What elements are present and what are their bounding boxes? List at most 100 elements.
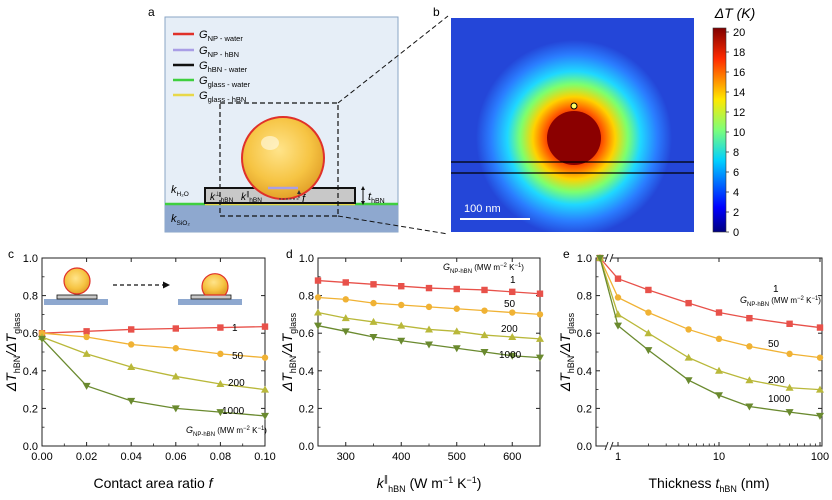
panel-c: c 0.0 0.2 0.4 0.6 0.8 1.0 0.00 0.02 0.04 0.06 0.08… (3, 247, 276, 491)
data-point (508, 332, 517, 340)
y-tick-label: 0.6 (577, 328, 592, 340)
series-line-1000 (41, 338, 266, 417)
inset-schematic (44, 267, 242, 305)
series-label-200: 200 (768, 375, 785, 386)
data-point (786, 350, 793, 358)
thickness-arrow-bottom (361, 201, 365, 205)
x-tick-label: 10 (713, 451, 725, 463)
data-point (261, 385, 269, 393)
data-point (216, 379, 225, 387)
chart-c: 0.0 0.2 0.4 0.6 0.8 1.0 0.00 0.02 0.04 0.06 0.08 0.… (3, 253, 276, 491)
data-point (715, 366, 723, 374)
colorbar-tick-label: 18 (733, 47, 745, 59)
y-tick-label: 0.0 (23, 441, 38, 453)
legend-text-glass-hbn: Gglass - hBN (199, 90, 246, 104)
data-point (645, 309, 652, 316)
x-tick-label: 0.02 (76, 451, 97, 463)
legend-text-glass-water: Gglass - water (199, 75, 251, 89)
k-par-label: k∥hBN (241, 190, 262, 204)
legend-title: GNP-hBN (MW m−2 K−1) (186, 425, 267, 438)
data-point (425, 303, 433, 311)
data-point (816, 385, 824, 393)
data-point (217, 350, 224, 358)
data-point (746, 314, 753, 322)
x-axis-label: k∥hBN (W m−1 K−1) (377, 474, 482, 494)
legend-title: GNP-hBN (MW m−2 K−1) (740, 295, 821, 308)
probe-point (570, 102, 578, 110)
data-point (369, 317, 378, 325)
x-axis-label: Thickness thBN (nm) (649, 475, 770, 494)
data-point (684, 353, 693, 361)
data-point (342, 296, 349, 303)
y-tick-label: 0.2 (577, 403, 592, 415)
series-line-1 (599, 257, 821, 329)
zoom-box (219, 102, 339, 217)
colorbar (712, 27, 727, 233)
thickness-arrow-top (361, 186, 365, 190)
colorbar-tick-label: 0 (733, 227, 739, 239)
colorbar-tick-label: 4 (733, 187, 739, 199)
x-axis-label: Contact area ratio f (93, 475, 214, 491)
data-point (745, 403, 754, 411)
data-point (536, 354, 544, 362)
data-point (127, 397, 136, 405)
data-point (172, 325, 179, 332)
data-point (216, 409, 225, 417)
series-line-200 (599, 257, 821, 391)
data-point (314, 294, 322, 301)
data-point (171, 372, 180, 380)
data-point (745, 376, 754, 384)
data-point (480, 349, 489, 356)
axis-break-mark (609, 441, 614, 451)
inset-substrate-left (44, 299, 108, 305)
y-tick-label: 0.6 (299, 328, 314, 340)
data-point (480, 331, 489, 339)
data-point (536, 311, 544, 318)
data-point (715, 309, 723, 316)
data-point (816, 354, 824, 361)
data-point (38, 335, 46, 343)
data-point (536, 334, 544, 342)
data-point (127, 363, 136, 371)
y-tick-label: 0.2 (299, 403, 314, 415)
y-tick-label: 0.8 (577, 291, 592, 303)
colorbar-tick-label: 10 (733, 127, 745, 139)
nanoparticle (241, 116, 325, 200)
chart-e: 0.0 0.2 0.4 0.6 0.8 1.0 1 10 100 ΔThBN/ΔTglass Thi… (557, 253, 829, 494)
k-water-label: kH₂O (171, 184, 189, 198)
series-label-200: 200 (228, 378, 245, 389)
data-point (644, 329, 653, 337)
data-point (481, 286, 488, 294)
legend-text-np-hbn: GNP - hBN (199, 45, 239, 59)
panel-e-label: e (563, 247, 570, 261)
data-point (481, 307, 488, 314)
data-point (684, 377, 693, 385)
legend-text-hbn-water: GhBN - water (199, 60, 248, 74)
colorbar-tick-label: 16 (733, 67, 745, 79)
data-point (685, 326, 692, 333)
data-point (128, 341, 135, 348)
data-point (685, 299, 692, 307)
x-tick-label: 0.08 (210, 451, 231, 463)
data-point (172, 345, 179, 352)
x-tick-label: 0.00 (31, 451, 52, 463)
data-point (715, 335, 723, 343)
t-hbn-label: thBN (368, 191, 385, 205)
colorbar-ticks: 0 2 4 6 8 10 12 14 16 18 20 (726, 27, 745, 239)
nanoparticle-highlight (261, 136, 279, 150)
data-point (261, 323, 269, 330)
data-point (171, 405, 180, 413)
series-label-200: 200 (501, 324, 518, 335)
f-label: f (302, 193, 306, 205)
series-label-1000: 1000 (222, 406, 245, 417)
panel-c-label: c (8, 247, 14, 261)
data-point (453, 305, 460, 312)
colorbar-tick-label: 8 (733, 147, 739, 159)
series-line-50 (41, 332, 266, 359)
series-line-50 (599, 257, 821, 359)
data-point (715, 392, 723, 400)
colorbar-tick-label: 2 (733, 207, 739, 219)
data-point (398, 283, 405, 290)
data-point (261, 354, 269, 361)
zoom-connector-bottom (337, 215, 449, 235)
